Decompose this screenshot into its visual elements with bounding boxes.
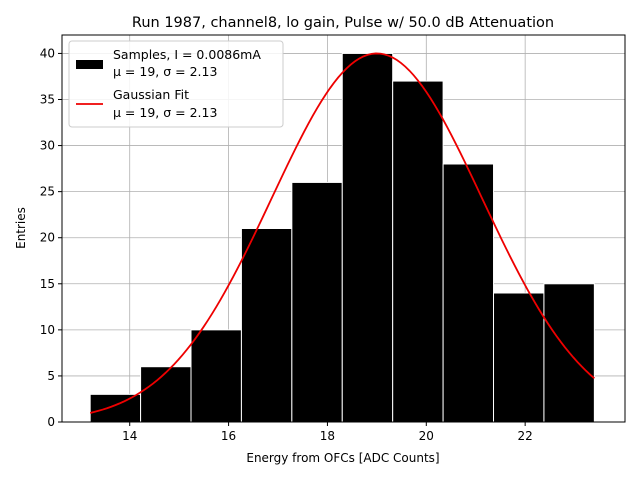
y-tick-label-4: 20 bbox=[40, 231, 55, 245]
x-axis-ticks: 14 16 18 20 22 bbox=[122, 422, 533, 443]
histogram-bar-4 bbox=[291, 181, 343, 423]
x-tick-label-1: 16 bbox=[221, 429, 236, 443]
plot-frame bbox=[61, 34, 626, 423]
histogram-bar-6 bbox=[392, 80, 444, 423]
x-tick-label-3: 20 bbox=[419, 429, 434, 443]
legend: Samples, I = 0.0086mA μ = 19, σ = 2.13 G… bbox=[68, 40, 284, 128]
histogram-bar-0 bbox=[89, 393, 142, 423]
y-tick-label-6: 30 bbox=[40, 139, 55, 153]
histogram-bar-5 bbox=[341, 52, 394, 423]
histogram-bar-8 bbox=[493, 292, 545, 423]
y-axis-ticks: 0 5 10 15 20 25 30 35 40 bbox=[40, 46, 62, 429]
legend-fit-stats: μ = 19, σ = 2.13 bbox=[113, 105, 217, 120]
histogram-bar-2 bbox=[190, 329, 242, 423]
y-tick-label-3: 15 bbox=[40, 277, 55, 291]
y-tick-label-1: 5 bbox=[47, 369, 55, 383]
legend-samples-stats: μ = 19, σ = 2.13 bbox=[113, 64, 217, 79]
x-tick-label-2: 18 bbox=[320, 429, 335, 443]
gaussian-fit-curve bbox=[89, 52, 595, 414]
y-axis-label: Entries bbox=[14, 207, 28, 249]
legend-fit-label: Gaussian Fit bbox=[113, 87, 189, 102]
y-tick-label-7: 35 bbox=[40, 93, 55, 107]
histogram-bar-1 bbox=[140, 366, 192, 423]
y-tick-label-2: 10 bbox=[40, 323, 55, 337]
x-tick-label-4: 22 bbox=[518, 429, 533, 443]
legend-samples-swatch bbox=[76, 60, 103, 69]
legend-box bbox=[68, 40, 284, 128]
y-tick-label-0: 0 bbox=[47, 415, 55, 429]
bars-layer bbox=[89, 52, 595, 423]
y-tick-label-8: 40 bbox=[40, 46, 55, 60]
histogram-bar-7 bbox=[442, 163, 495, 423]
chart-title: Run 1987, channel8, lo gain, Pulse w/ 50… bbox=[132, 15, 554, 31]
y-tick-label-5: 25 bbox=[40, 185, 55, 199]
histogram-bar-3 bbox=[240, 228, 293, 423]
x-tick-label-0: 14 bbox=[122, 429, 137, 443]
x-axis-label: Energy from OFCs [ADC Counts] bbox=[246, 451, 439, 465]
legend-samples-label: Samples, I = 0.0086mA bbox=[113, 47, 261, 62]
